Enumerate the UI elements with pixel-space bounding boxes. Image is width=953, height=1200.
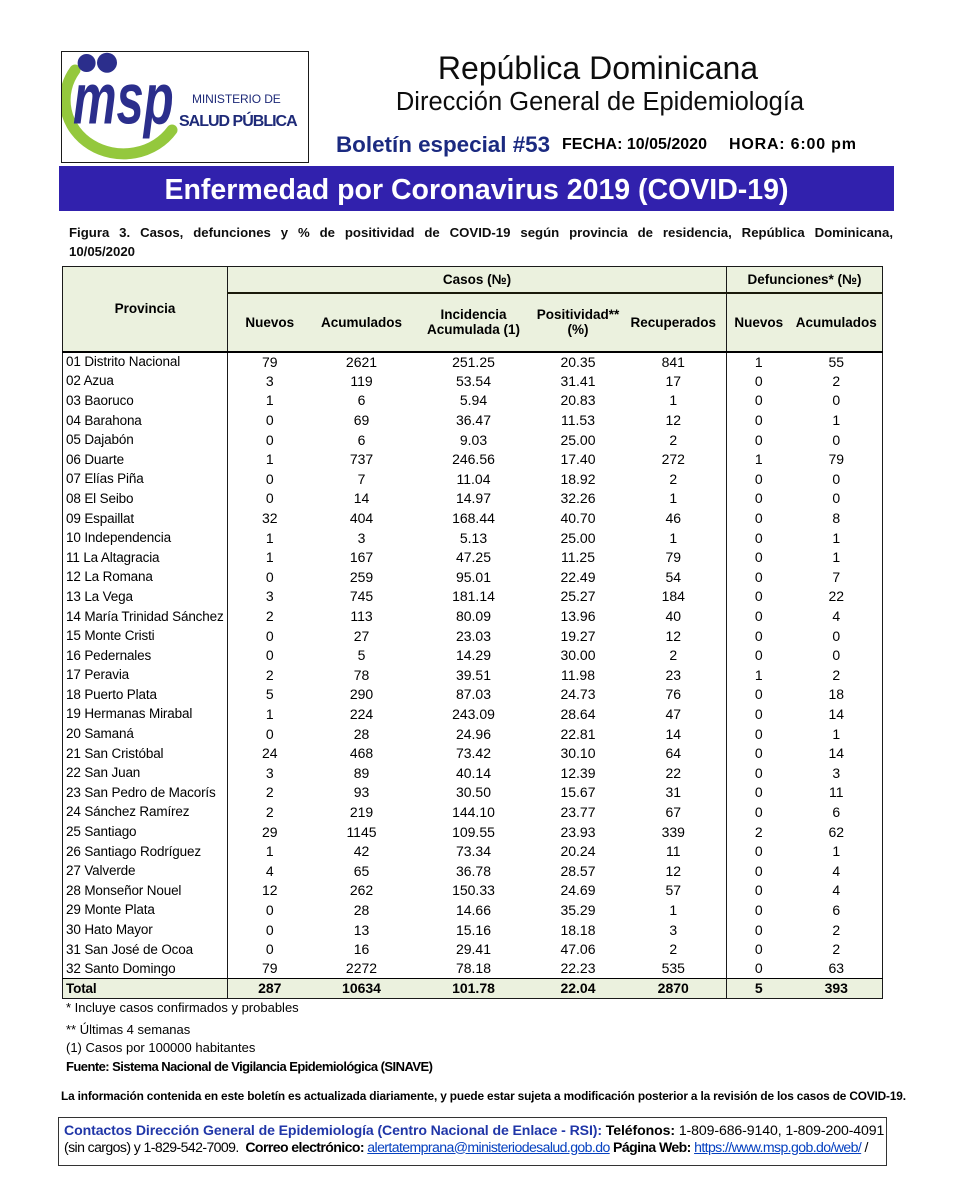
svg-text:msp: msp bbox=[73, 59, 174, 140]
